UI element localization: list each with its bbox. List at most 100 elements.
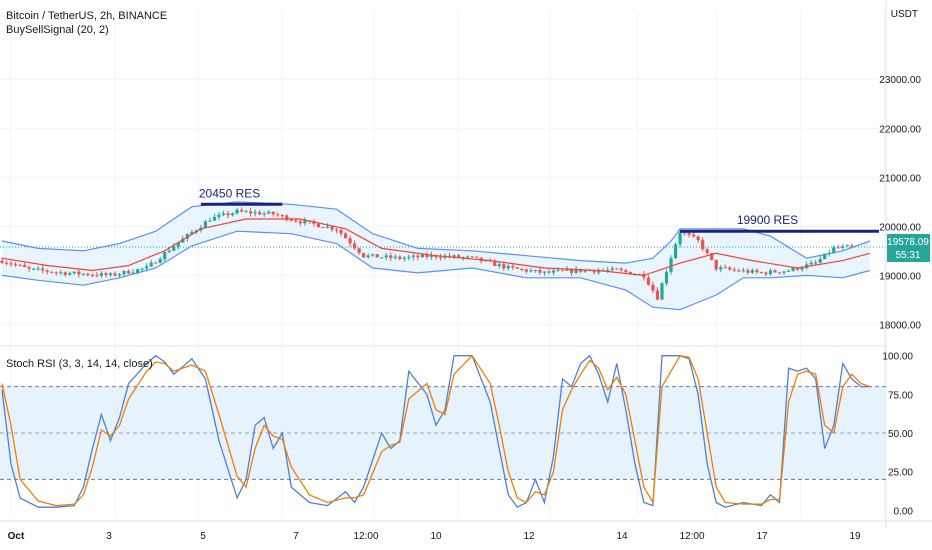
candle-body — [163, 252, 167, 260]
time-tick-label: Oct — [8, 531, 25, 542]
candle-body — [823, 253, 827, 260]
candle-body — [723, 267, 727, 269]
candle-body — [122, 270, 126, 275]
candle-body — [285, 215, 289, 220]
candle-body — [362, 252, 366, 258]
candle-body — [90, 275, 95, 277]
candle-body — [117, 274, 122, 276]
candle-body — [289, 219, 293, 221]
candle-body — [411, 255, 415, 257]
candle-body — [221, 213, 226, 215]
candle-body — [54, 272, 58, 274]
candle-body — [393, 256, 397, 258]
candle-body — [850, 245, 854, 247]
stoch-rsi-d-line — [1, 354, 871, 507]
candle-body — [655, 290, 660, 300]
candle-body — [542, 271, 547, 273]
candle-body — [262, 213, 266, 215]
candle-body — [574, 269, 578, 273]
candle-body — [384, 255, 388, 258]
candle-body — [425, 254, 429, 258]
candle-body — [741, 270, 745, 272]
stoch-rsi-legend[interactable]: Stoch RSI (3, 3, 14, 14, close) — [6, 358, 153, 370]
candle-body — [330, 226, 334, 230]
candle-body — [814, 262, 818, 264]
candle-body — [0, 260, 4, 263]
candle-body — [809, 262, 813, 265]
candle-body — [41, 268, 45, 271]
symbol-title[interactable]: Bitcoin / TetherUS, 2h, BINANCE — [6, 10, 168, 22]
candle-body — [334, 229, 339, 231]
candle-body — [588, 270, 592, 272]
candle-body — [524, 269, 528, 272]
candle-body — [380, 257, 384, 259]
candle-body — [212, 216, 217, 221]
candle-body — [32, 268, 36, 270]
candle-body — [628, 271, 632, 275]
candle-body — [298, 221, 302, 224]
candle-body — [416, 255, 420, 258]
moving-average-line — [1, 218, 871, 277]
candle-body — [185, 234, 189, 239]
candle-body — [456, 255, 461, 258]
candle-body — [624, 270, 628, 272]
candle-body — [81, 273, 85, 275]
candle-body — [36, 268, 40, 270]
candle-body — [719, 267, 723, 270]
candles-group — [0, 207, 854, 301]
candle-body — [45, 270, 49, 272]
candle-body — [579, 269, 583, 272]
candle-body — [366, 255, 370, 258]
candle-body — [502, 264, 506, 269]
candle-body — [149, 262, 153, 267]
candle-body — [145, 266, 149, 269]
candle-body — [710, 253, 714, 260]
candle-body — [375, 254, 379, 258]
candle-body — [126, 270, 131, 274]
candle-body — [18, 264, 22, 266]
candle-body — [732, 269, 736, 271]
rsi-tick-label: 75.00 — [888, 390, 913, 401]
candle-body — [610, 268, 614, 270]
candle-body — [664, 271, 669, 284]
candle-body — [520, 268, 524, 270]
price-tick-label: 20000.00 — [879, 222, 921, 233]
rsi-tick-label: 50.00 — [888, 429, 913, 440]
candle-body — [827, 252, 831, 254]
candle-body — [77, 271, 81, 275]
candle-body — [203, 221, 208, 228]
indicator-legend[interactable]: BuySellSignal (20, 2) — [6, 24, 109, 36]
candle-body — [95, 275, 99, 277]
candle-body — [696, 236, 700, 241]
candle-body — [226, 213, 230, 216]
candle-body — [208, 220, 212, 222]
candle-body — [845, 245, 849, 247]
candle-body — [511, 265, 515, 268]
candle-body — [9, 263, 13, 265]
candle-body — [63, 272, 67, 275]
candle-body — [271, 211, 275, 215]
candle-body — [466, 256, 470, 258]
candle-body — [438, 257, 443, 259]
candle-body — [678, 232, 682, 245]
candle-body — [50, 271, 54, 273]
candle-body — [750, 270, 754, 273]
price-badge-countdown: 55:31 — [895, 250, 920, 261]
candle-body — [569, 269, 574, 273]
candle-body — [280, 215, 284, 217]
candle-body — [136, 269, 140, 273]
candle-body — [737, 270, 741, 272]
candle-body — [276, 214, 280, 216]
candle-body — [538, 269, 542, 273]
candle-body — [4, 262, 9, 264]
candle-body — [782, 271, 786, 273]
candle-body — [131, 272, 135, 274]
candle-body — [86, 273, 90, 276]
candle-body — [673, 244, 678, 259]
candle-body — [407, 256, 411, 258]
price-tick-label: 19000.00 — [879, 271, 921, 282]
candle-body — [701, 240, 705, 250]
candle-body — [832, 247, 836, 253]
candle-body — [687, 232, 691, 235]
